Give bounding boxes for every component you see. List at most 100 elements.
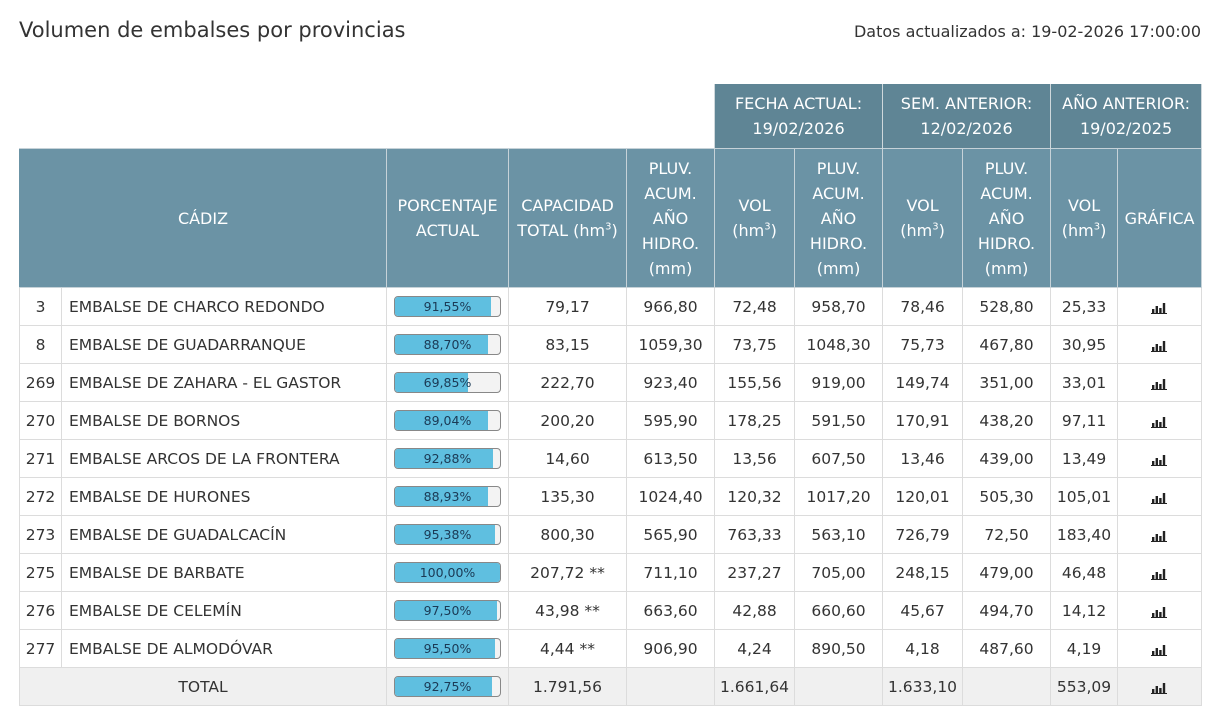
capacity-cell: 43,98 **	[508, 591, 627, 630]
bar-chart-icon	[1150, 644, 1167, 656]
graph-link[interactable]	[1117, 325, 1203, 364]
capacity-cell: 200,20	[508, 401, 627, 440]
vol-previous-week-cell: 75,73	[882, 325, 964, 364]
vol-previous-week-cell: 13,46	[882, 439, 964, 478]
percentage-bar: 92,88%	[394, 448, 501, 469]
graph-link[interactable]	[1117, 667, 1203, 706]
percentage-cell: 88,70%	[386, 325, 509, 364]
pluv-previous-week-cell: 607,50	[794, 439, 884, 478]
reservoir-id: 272	[19, 477, 62, 516]
graph-link[interactable]	[1117, 553, 1203, 592]
graph-link[interactable]	[1117, 515, 1203, 554]
table-row: 270 EMBALSE DE BORNOS 89,04% 200,20 595,90 17…	[19, 401, 1203, 440]
percentage-bar: 92,75%	[394, 676, 501, 697]
vol-current-cell: 155,56	[714, 363, 796, 402]
pluv-previous-week-cell: 705,00	[794, 553, 884, 592]
reservoir-id: 269	[19, 363, 62, 402]
page-title: Volumen de embalses por provincias	[19, 18, 406, 42]
graph-link[interactable]	[1117, 401, 1203, 440]
vol-previous-year-cell: 97,11	[1050, 401, 1119, 440]
vol-current-cell: 73,75	[714, 325, 796, 364]
graph-link[interactable]	[1117, 439, 1203, 478]
percentage-bar: 89,04%	[394, 410, 501, 431]
reservoir-id: 276	[19, 591, 62, 630]
pluv-previous-week-cell: 890,50	[794, 629, 884, 668]
graph-link[interactable]	[1117, 629, 1203, 668]
table-row: 277 EMBALSE DE ALMODÓVAR 95,50% 4,44 ** 906,…	[19, 629, 1203, 668]
graph-link[interactable]	[1117, 591, 1203, 630]
capacity-cell: 207,72 **	[508, 553, 627, 592]
pluv-current-cell: 565,90	[625, 515, 716, 554]
percentage-bar-fill	[395, 525, 496, 544]
pluv-header-current: PLUV. ACUM. AÑO HIDRO. (mm)	[625, 148, 716, 288]
capacity-cell: 222,70	[508, 363, 627, 402]
bar-chart-icon	[1150, 378, 1167, 390]
reservoir-name: EMBALSE DE CHARCO REDONDO	[61, 287, 387, 326]
total-capacity: 1.791,56	[508, 667, 627, 706]
graph-link[interactable]	[1117, 477, 1203, 516]
last-updated: Datos actualizados a: 19-02-2026 17:00:00	[854, 22, 1201, 41]
vol-current-cell: 763,33	[714, 515, 796, 554]
vol-previous-year-cell: 105,01	[1050, 477, 1119, 516]
vol-previous-week-cell: 4,18	[882, 629, 964, 668]
total-row: TOTAL 92,75% 1.791,56 1.661,64 1.633,10 553,0…	[19, 667, 1203, 706]
reservoir-id: 270	[19, 401, 62, 440]
total-vol-previous-year: 553,09	[1050, 667, 1119, 706]
vol-current-cell: 13,56	[714, 439, 796, 478]
graph-link[interactable]	[1117, 363, 1203, 402]
reservoir-name: EMBALSE ARCOS DE LA FRONTERA	[61, 439, 387, 478]
vol-previous-year-cell: 183,40	[1050, 515, 1119, 554]
pluv-previous-week-cell: 1048,30	[794, 325, 884, 364]
table-row: 273 EMBALSE DE GUADALCACÍN 95,38% 800,30 565…	[19, 515, 1203, 554]
reservoir-id: 275	[19, 553, 62, 592]
percentage-cell: 69,85%	[386, 363, 509, 402]
bar-chart-icon	[1150, 302, 1167, 314]
capacity-cell: 79,17	[508, 287, 627, 326]
pluv-current-cell: 1024,40	[625, 477, 716, 516]
total-label: TOTAL	[19, 667, 387, 706]
percentage-bar: 95,50%	[394, 638, 501, 659]
percentage-label: 95,50%	[423, 641, 472, 656]
pluv-previous-week-cell: 591,50	[794, 401, 884, 440]
table-row: 269 EMBALSE DE ZAHARA - EL GASTOR 69,85% 22…	[19, 363, 1203, 402]
bar-chart-icon	[1150, 606, 1167, 618]
last-updated-label: Datos actualizados a:	[853, 22, 1027, 41]
pluv-previous-week-cell: 660,60	[794, 591, 884, 630]
vol-current-cell: 4,24	[714, 629, 796, 668]
percentage-label: 88,93%	[423, 489, 472, 504]
graph-link[interactable]	[1117, 287, 1203, 326]
vol-previous-year-cell: 14,12	[1050, 591, 1119, 630]
table-row: 8 EMBALSE DE GUADARRANQUE 88,70% 83,15 1059,…	[19, 325, 1203, 364]
period-header-row: FECHA ACTUAL: 19/02/2026 SEM. ANTERIOR: …	[20, 84, 1203, 149]
percentage-cell: 91,55%	[386, 287, 509, 326]
table-row: 271 EMBALSE ARCOS DE LA FRONTERA 92,88% 14,…	[19, 439, 1203, 478]
capacity-cell: 83,15	[508, 325, 627, 364]
reservoir-rows: 3 EMBALSE DE CHARCO REDONDO 91,55% 79,17 966…	[19, 287, 1203, 706]
graph-header: GRÁFICA	[1117, 148, 1203, 288]
percentage-bar-fill	[395, 639, 496, 658]
percentage-label: 92,88%	[423, 451, 472, 466]
pct-header: PORCENTAJE ACTUAL	[386, 148, 509, 288]
reservoir-name: EMBALSE DE BORNOS	[61, 401, 387, 440]
percentage-bar-fill	[395, 373, 469, 392]
reservoir-id: 271	[19, 439, 62, 478]
vol-current-cell: 42,88	[714, 591, 796, 630]
percentage-bar: 91,55%	[394, 296, 501, 317]
vol-previous-year-cell: 13,49	[1050, 439, 1119, 478]
percentage-bar-fill	[395, 449, 493, 468]
vol-current-cell: 72,48	[714, 287, 796, 326]
last-updated-value: 19-02-2026 17:00:00	[1031, 22, 1201, 41]
percentage-bar-fill	[395, 487, 489, 506]
period-current: FECHA ACTUAL: 19/02/2026	[714, 84, 884, 149]
vol-previous-week-cell: 248,15	[882, 553, 964, 592]
pluv-previous-year-cell: 505,30	[962, 477, 1052, 516]
percentage-label: 95,38%	[423, 527, 472, 542]
pluv-previous-year-cell: 487,60	[962, 629, 1052, 668]
bar-chart-icon	[1150, 568, 1167, 580]
pluv-previous-year-cell: 439,00	[962, 439, 1052, 478]
percentage-label: 100,00%	[419, 565, 476, 580]
vol-current-cell: 178,25	[714, 401, 796, 440]
bar-chart-icon	[1150, 530, 1167, 542]
reservoir-name: EMBALSE DE GUADARRANQUE	[61, 325, 387, 364]
percentage-bar: 69,85%	[394, 372, 501, 393]
